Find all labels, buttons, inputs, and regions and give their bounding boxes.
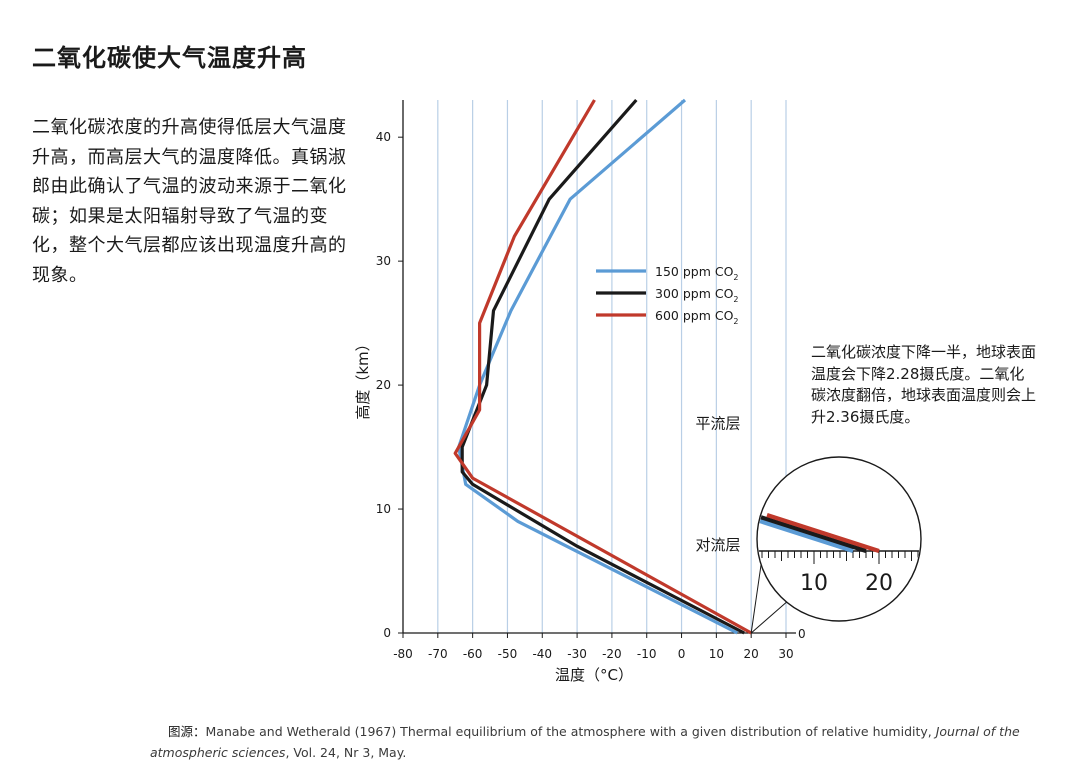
source-tail: , Vol. 24, Nr 3, May. bbox=[285, 745, 407, 760]
x-tick-label: -20 bbox=[602, 647, 622, 661]
source-text: Manabe and Wetherald (1967) Thermal equi… bbox=[205, 724, 936, 739]
x-tick-label: 10 bbox=[709, 647, 724, 661]
legend-label: 600 ppm CO2 bbox=[655, 308, 739, 326]
x-tick-label: -80 bbox=[393, 647, 413, 661]
side-note: 二氧化碳浓度下降一半，地球表面温度会下降2.28摄氏度。二氧化碳浓度翻倍，地球表… bbox=[811, 343, 1037, 426]
inset-series-line bbox=[758, 513, 867, 553]
y-tick-label: 20 bbox=[376, 378, 391, 392]
x-tick-label: -30 bbox=[567, 647, 587, 661]
y-tick-label: 0 bbox=[383, 626, 391, 640]
region-label: 对流层 bbox=[695, 536, 740, 554]
x-tick-label: 20 bbox=[744, 647, 759, 661]
inset-group: 10 20 bbox=[758, 513, 920, 596]
body-paragraph: 二氧化碳浓度的升高使得低层大气温度升高，而高层大气的温度降低。真锅淑郎由此确认了… bbox=[32, 117, 347, 286]
x-tick-label: -10 bbox=[637, 647, 657, 661]
source-caption: 图源：Manabe and Wetherald (1967) Thermal e… bbox=[150, 721, 1030, 763]
x-tick-label: -60 bbox=[463, 647, 483, 661]
series-line bbox=[453, 99, 752, 635]
page-title: 二氧化碳使大气温度升高 bbox=[32, 44, 307, 72]
x-tick-label: -40 bbox=[532, 647, 552, 661]
inset-tick-label: 10 bbox=[800, 571, 828, 596]
temperature-altitude-chart: -80 -70 -60 -50 -40 -30 -20 -10 0 10 20 30 0 10 20 30 40… bbox=[354, 98, 922, 684]
y-tick-label: 30 bbox=[376, 254, 391, 268]
inset-tick-label: 20 bbox=[865, 571, 893, 596]
inset-leader bbox=[750, 601, 787, 634]
legend-label: 300 ppm CO2 bbox=[655, 286, 739, 304]
y-tick-label: 40 bbox=[376, 130, 391, 144]
inset-leader bbox=[750, 564, 762, 634]
region-label: 平流层 bbox=[695, 414, 740, 432]
x-tick-label: -50 bbox=[498, 647, 518, 661]
series-line bbox=[460, 98, 745, 635]
x-tick-label: -70 bbox=[428, 647, 448, 661]
source-label: 图源： bbox=[168, 724, 206, 739]
x-tick-label: 0 bbox=[678, 647, 686, 661]
y-tick-label: 10 bbox=[376, 502, 391, 516]
legend-label: 150 ppm CO2 bbox=[655, 264, 739, 282]
inset-border bbox=[756, 456, 922, 622]
series-line bbox=[457, 98, 739, 635]
inset-series-line bbox=[766, 513, 880, 553]
y-axis-title: 高度（km） bbox=[354, 336, 372, 419]
x-axis-title: 温度（°C） bbox=[555, 666, 633, 684]
source-journal: Journal of the atmospheric sciences bbox=[150, 724, 1020, 760]
right-zero-label: 0 bbox=[798, 627, 806, 641]
x-tick-label: 30 bbox=[778, 647, 793, 661]
